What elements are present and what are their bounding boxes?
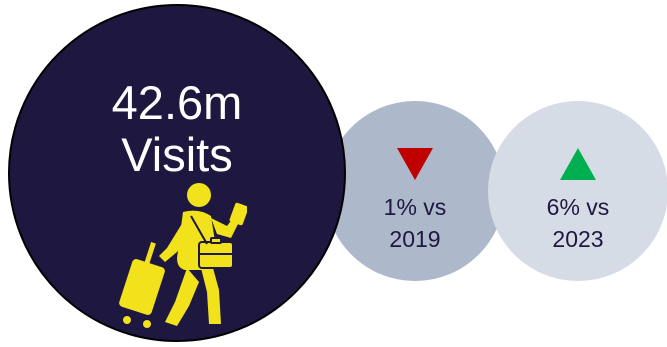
up-triangle-icon xyxy=(560,148,596,180)
visits-label: Visits xyxy=(121,128,233,181)
comparison-2019-bubble: 1% vs 2019 xyxy=(325,101,505,281)
comparison-2019-year: 2019 xyxy=(389,226,441,252)
comparison-2023-year: 2023 xyxy=(552,226,604,252)
traveler-with-luggage-icon xyxy=(119,183,247,328)
comparison-2023-bubble: 6% vs 2023 xyxy=(488,101,667,281)
visits-bubble: 42.6m Visits xyxy=(8,4,346,342)
comparison-2019-change: 1% vs xyxy=(383,194,447,220)
down-triangle-icon xyxy=(397,148,433,180)
visits-value: 42.6m xyxy=(111,76,243,129)
comparison-2023-change: 6% vs xyxy=(546,194,610,220)
